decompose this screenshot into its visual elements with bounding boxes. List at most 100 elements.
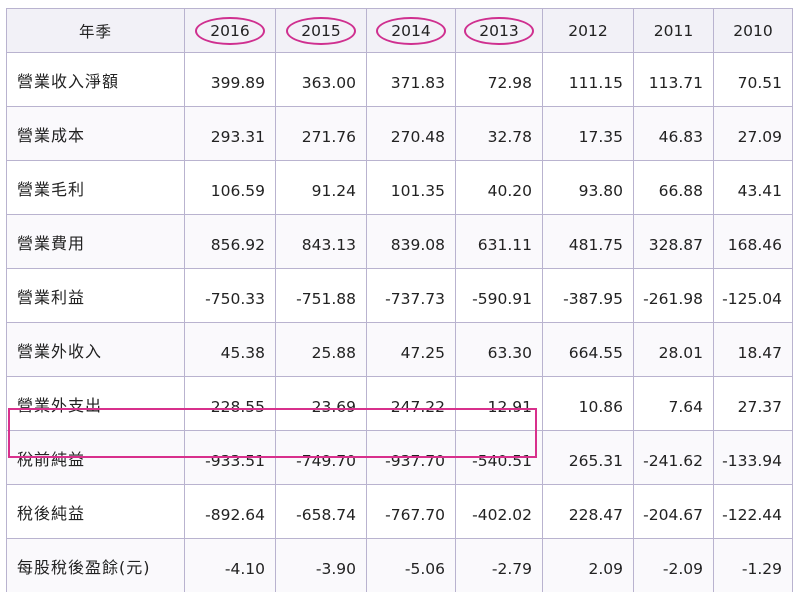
table-cell: 66.88 <box>634 161 714 215</box>
table-cell: 91.24 <box>276 161 367 215</box>
table-cell: -749.70 <box>276 431 367 485</box>
table-cell: 270.48 <box>367 107 456 161</box>
table-cell: -2.09 <box>634 539 714 592</box>
year-header: 2014 <box>367 9 456 53</box>
year-circle-2014: 2014 <box>376 17 445 45</box>
table-cell: -1.29 <box>714 539 793 592</box>
table-cell: 46.83 <box>634 107 714 161</box>
table-cell: 328.87 <box>634 215 714 269</box>
table-cell: -122.44 <box>714 485 793 539</box>
table-cell: 101.35 <box>367 161 456 215</box>
row-label: 營業毛利 <box>7 161 185 215</box>
table-cell: 856.92 <box>185 215 276 269</box>
table-cell: -241.62 <box>634 431 714 485</box>
table-cell: 271.76 <box>276 107 367 161</box>
table-cell: 228.55 <box>185 377 276 431</box>
row-label: 營業外收入 <box>7 323 185 377</box>
table-cell: 7.64 <box>634 377 714 431</box>
row-label: 營業收入淨額 <box>7 53 185 107</box>
table-cell: 17.35 <box>543 107 634 161</box>
row-label: 營業成本 <box>7 107 185 161</box>
table-cell: -5.06 <box>367 539 456 592</box>
table-cell: 228.47 <box>543 485 634 539</box>
year-2011: 2011 <box>654 22 693 40</box>
table-cell: -937.70 <box>367 431 456 485</box>
table-cell: 40.20 <box>456 161 543 215</box>
header-label: 年季 <box>7 9 185 53</box>
year-header: 2011 <box>634 9 714 53</box>
table-cell: -133.94 <box>714 431 793 485</box>
row-label: 每股稅後盈餘(元) <box>7 539 185 592</box>
table-cell: 63.30 <box>456 323 543 377</box>
table-cell: 399.89 <box>185 53 276 107</box>
row-label: 稅前純益 <box>7 431 185 485</box>
year-2010: 2010 <box>733 22 772 40</box>
table-cell: 47.25 <box>367 323 456 377</box>
table-cell: 45.38 <box>185 323 276 377</box>
year-header: 2012 <box>543 9 634 53</box>
header-label-text: 年季 <box>79 23 112 41</box>
table-cell: 10.86 <box>543 377 634 431</box>
table-cell: 2.09 <box>543 539 634 592</box>
table-cell: 32.78 <box>456 107 543 161</box>
table-cell: 12.91 <box>456 377 543 431</box>
financial-table-container: 年季 2016 2015 2014 2013 2012 2011 2010 營業… <box>6 8 792 496</box>
table-cell: -590.91 <box>456 269 543 323</box>
table-cell: -3.90 <box>276 539 367 592</box>
table-cell: 72.98 <box>456 53 543 107</box>
header-row: 年季 2016 2015 2014 2013 2012 2011 2010 <box>7 9 793 53</box>
year-header: 2016 <box>185 9 276 53</box>
year-circle-2013: 2013 <box>464 17 533 45</box>
table-cell: -125.04 <box>714 269 793 323</box>
table-cell: -892.64 <box>185 485 276 539</box>
financial-table: 年季 2016 2015 2014 2013 2012 2011 2010 營業… <box>6 8 793 592</box>
table-cell: -540.51 <box>456 431 543 485</box>
table-cell: 25.88 <box>276 323 367 377</box>
year-circle-2016: 2016 <box>195 17 264 45</box>
table-cell: -261.98 <box>634 269 714 323</box>
table-row: 營業利益-750.33-751.88-737.73-590.91-387.95-… <box>7 269 793 323</box>
table-cell: -737.73 <box>367 269 456 323</box>
table-cell: 363.00 <box>276 53 367 107</box>
table-cell: -204.67 <box>634 485 714 539</box>
table-cell: 28.01 <box>634 323 714 377</box>
table-cell: -387.95 <box>543 269 634 323</box>
year-circle-2015: 2015 <box>286 17 355 45</box>
table-cell: 93.80 <box>543 161 634 215</box>
year-2012: 2012 <box>568 22 607 40</box>
row-label: 營業費用 <box>7 215 185 269</box>
table-cell: 265.31 <box>543 431 634 485</box>
table-cell: 631.11 <box>456 215 543 269</box>
table-cell: 113.71 <box>634 53 714 107</box>
year-header: 2013 <box>456 9 543 53</box>
year-header: 2010 <box>714 9 793 53</box>
table-cell: -933.51 <box>185 431 276 485</box>
table-cell: 664.55 <box>543 323 634 377</box>
table-cell: 70.51 <box>714 53 793 107</box>
table-cell: 111.15 <box>543 53 634 107</box>
table-cell: 293.31 <box>185 107 276 161</box>
table-cell: -751.88 <box>276 269 367 323</box>
table-cell: 27.09 <box>714 107 793 161</box>
table-cell: 43.41 <box>714 161 793 215</box>
table-cell: 23.69 <box>276 377 367 431</box>
table-cell: -767.70 <box>367 485 456 539</box>
table-cell: 247.22 <box>367 377 456 431</box>
table-cell: 371.83 <box>367 53 456 107</box>
table-cell: 843.13 <box>276 215 367 269</box>
row-label: 稅後純益 <box>7 485 185 539</box>
table-cell: 106.59 <box>185 161 276 215</box>
table-cell: -750.33 <box>185 269 276 323</box>
table-cell: 27.37 <box>714 377 793 431</box>
row-label: 營業外支出 <box>7 377 185 431</box>
table-cell: -658.74 <box>276 485 367 539</box>
